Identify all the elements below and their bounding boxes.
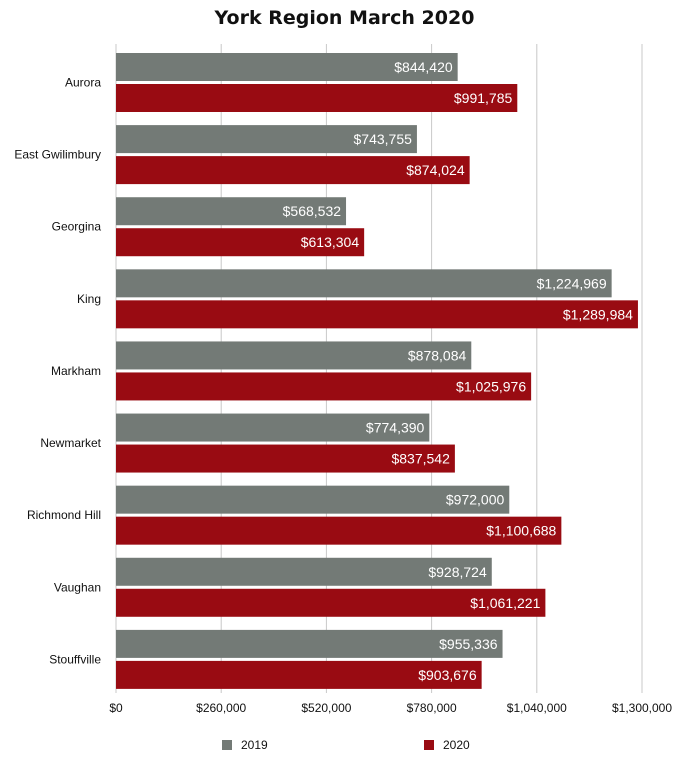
bar-2020 — [116, 660, 482, 689]
category-label: Richmond Hill — [27, 508, 101, 522]
bar-2019 — [116, 53, 458, 81]
bar-2020 — [116, 444, 455, 473]
legend-label: 2020 — [443, 738, 470, 752]
bar-value-label: $1,061,221 — [470, 595, 540, 611]
bar-value-label: $743,755 — [354, 131, 413, 147]
bars: $844,420$991,785 $743,755 $874,024 $568,532… — [116, 53, 638, 689]
bar-value-label: $774,390 — [366, 420, 425, 436]
legend-label: 2019 — [241, 738, 268, 752]
bar-2020 — [116, 156, 470, 185]
x-tick-label: $520,000 — [301, 701, 351, 715]
bar-2020 — [116, 588, 546, 617]
bar-value-label: $1,224,969 — [537, 275, 607, 291]
bar-2019 — [116, 125, 417, 154]
bar-2020 — [116, 300, 638, 329]
bar-value-label: $878,084 — [408, 347, 467, 363]
category-label: King — [77, 292, 101, 306]
bar-2019 — [116, 197, 347, 226]
category-label: Markham — [51, 364, 101, 378]
bar-value-label: $613,304 — [301, 234, 360, 250]
bar-value-label: $1,025,976 — [456, 378, 526, 394]
category-label: Newmarket — [40, 436, 101, 450]
category-label: Aurora — [65, 76, 101, 90]
bar-2019 — [116, 629, 503, 658]
x-tick-label: $260,000 — [196, 701, 246, 715]
legend-swatch-2020 — [424, 740, 434, 750]
x-axis-tick-labels: $0 $260,000 $520,000 $780,000 $1,040,000 $1,3… — [109, 701, 672, 715]
x-tick-label: $1,300,000 — [612, 701, 672, 715]
x-tick-label: $1,040,000 — [507, 701, 567, 715]
bar-value-label: $1,100,688 — [486, 523, 556, 539]
bar-value-label: $972,000 — [446, 492, 505, 508]
bar-value-label: $991,785 — [454, 90, 513, 106]
bar-value-label: $955,336 — [439, 636, 498, 652]
bar-2020 — [116, 516, 562, 545]
category-labels: Aurora East Gwilimbury Georgina King Markham… — [14, 76, 101, 667]
bar-value-label: $837,542 — [391, 451, 450, 467]
bar-2020 — [116, 228, 365, 257]
category-label: Georgina — [52, 220, 102, 234]
category-label: East Gwilimbury — [14, 148, 101, 162]
x-tick-label: $0 — [109, 701, 123, 715]
bar-value-label: $928,724 — [428, 564, 487, 580]
bar-value-label: $844,420 — [394, 59, 453, 75]
x-tick-label: $780,000 — [407, 701, 457, 715]
bar-2019 — [116, 341, 472, 370]
chart-title: York Region March 2020 — [214, 7, 475, 29]
category-label: Stouffville — [49, 652, 101, 666]
legend: 2019 2020 — [222, 738, 470, 752]
bar-value-label: $568,532 — [283, 203, 342, 219]
bar-value-label: $1,289,984 — [563, 306, 633, 322]
category-label: Vaughan — [54, 580, 101, 594]
bar-2019 — [116, 485, 510, 514]
legend-swatch-2019 — [222, 740, 232, 750]
bar-value-label: $874,024 — [406, 162, 465, 178]
bar-2020 — [116, 84, 518, 112]
bar-2019 — [116, 557, 492, 586]
bar-2019 — [116, 269, 612, 298]
bar-2020 — [116, 372, 532, 401]
bar-value-label: $903,676 — [418, 667, 477, 683]
bar-2019 — [116, 413, 430, 442]
